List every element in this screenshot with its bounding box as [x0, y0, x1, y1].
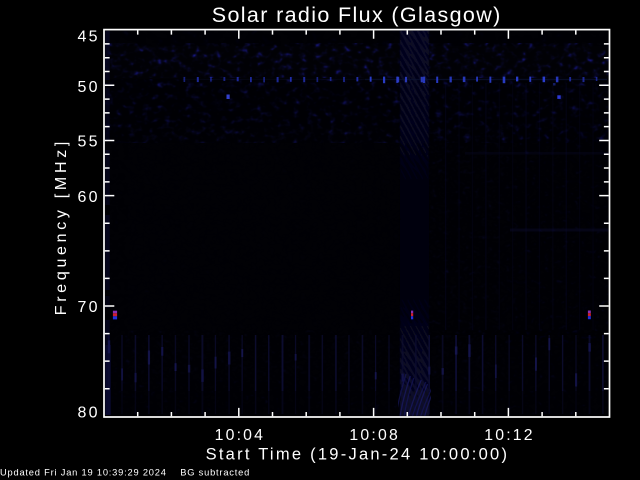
- svg-text:70: 70: [77, 299, 99, 316]
- svg-text:45: 45: [77, 29, 99, 46]
- svg-text:10:08: 10:08: [349, 427, 400, 444]
- svg-text:10:12: 10:12: [484, 427, 535, 444]
- svg-text:60: 60: [77, 189, 99, 206]
- svg-text:Solar radio Flux (Glasgow): Solar radio Flux (Glasgow): [212, 3, 502, 27]
- svg-text:80: 80: [77, 404, 99, 421]
- svg-text:10:04: 10:04: [215, 427, 266, 444]
- svg-text:Updated Fri Jan 19 10:39:29 20: Updated Fri Jan 19 10:39:29 2024 BG subt…: [0, 467, 250, 477]
- svg-text:55: 55: [77, 134, 99, 151]
- svg-text:Start Time (19-Jan-24 10:00:00: Start Time (19-Jan-24 10:00:00): [206, 445, 510, 463]
- svg-text:Frequency [MHz]: Frequency [MHz]: [53, 138, 70, 315]
- svg-text:50: 50: [77, 79, 99, 96]
